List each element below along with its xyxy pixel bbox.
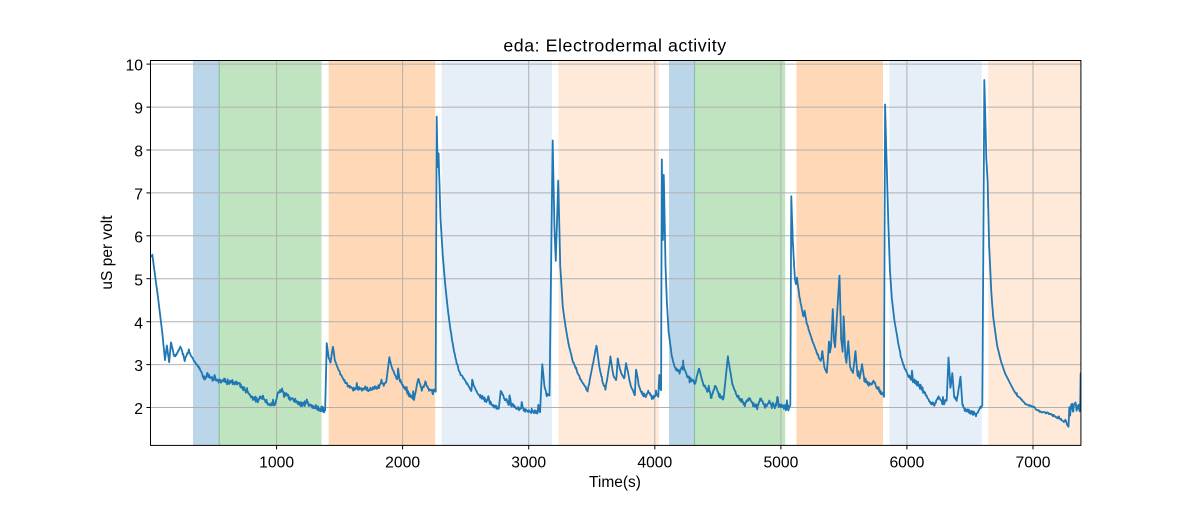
svg-text:4000: 4000 xyxy=(637,455,672,472)
svg-text:Time(s): Time(s) xyxy=(589,474,641,491)
svg-text:7: 7 xyxy=(134,187,143,204)
svg-text:2: 2 xyxy=(134,401,143,418)
svg-text:3: 3 xyxy=(134,358,143,375)
svg-text:5000: 5000 xyxy=(763,455,798,472)
svg-text:8: 8 xyxy=(134,144,143,161)
svg-text:9: 9 xyxy=(134,101,143,118)
svg-text:2000: 2000 xyxy=(385,455,420,472)
svg-text:1000: 1000 xyxy=(259,455,294,472)
svg-text:7000: 7000 xyxy=(1016,455,1051,472)
svg-text:3000: 3000 xyxy=(511,455,546,472)
svg-text:uS per volt: uS per volt xyxy=(99,215,116,290)
svg-text:5: 5 xyxy=(134,272,143,289)
svg-text:10: 10 xyxy=(126,58,144,75)
svg-text:6: 6 xyxy=(134,229,143,246)
svg-text:6000: 6000 xyxy=(889,455,924,472)
svg-text:4: 4 xyxy=(134,315,143,332)
svg-text:eda: Electrodermal activity: eda: Electrodermal activity xyxy=(503,36,726,56)
